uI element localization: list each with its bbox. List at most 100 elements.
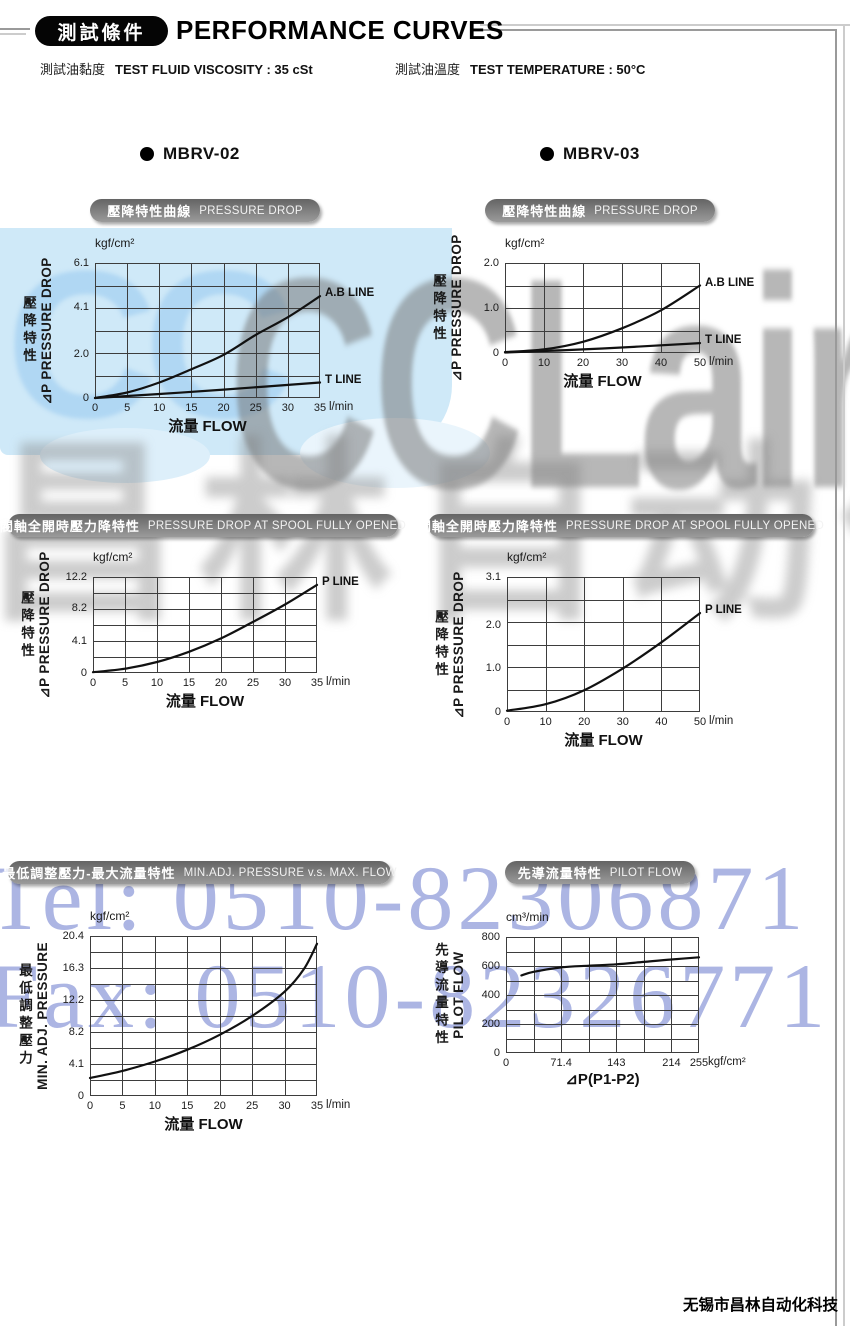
frame-line-right: [835, 29, 837, 1326]
footer-company-name: 无锡市昌林自动化科技: [683, 1297, 839, 1314]
condition-value: TEST FLUID VISCOSITY : 35 cSt: [115, 62, 313, 77]
y-tick-label: 600: [481, 960, 500, 972]
section-pill-pressure-drop-02: 壓降特性曲線 PRESSURE DROP: [90, 199, 320, 222]
y-axis-title-en: ⊿P PRESSURE DROP: [451, 570, 466, 719]
y-tick-label: 400: [481, 989, 500, 1001]
x-axis-title: 流量 FLOW: [164, 1116, 243, 1133]
series-curve: [503, 284, 702, 354]
y-axis-title: 壓降特性 ⊿P PRESSURE DROP: [18, 257, 55, 404]
condition-value: TEST TEMPERATURE : 50°C: [470, 62, 646, 77]
x-tick-label: 10: [150, 677, 164, 689]
y-tick-label: 2.0: [485, 618, 501, 631]
chart-plot: [91, 577, 319, 674]
section-pill-spool-open-02: 閥軸全開時壓力降特性 PRESSURE DROP AT SPOOL FULLY …: [0, 514, 406, 537]
x-axis-unit: l/min: [326, 1099, 351, 1111]
y-axis-title-zh: 先導流量特性: [433, 942, 448, 1048]
condition-label-zh: 測試油溫度: [395, 62, 461, 77]
x-tick-label: 30: [616, 716, 629, 728]
x-axis-unit: l/min: [709, 356, 734, 368]
x-axis-title: 流量 FLOW: [564, 732, 643, 749]
y-axis-unit: kgf/cm²: [507, 550, 547, 564]
test-conditions-tag: 測試條件: [35, 16, 168, 46]
x-tick-label: 30: [615, 357, 629, 369]
grid-lines: [95, 263, 320, 398]
y-axis-unit: kgf/cm²: [505, 236, 545, 250]
y-axis-title-zh: 壓降特性: [433, 609, 448, 680]
y-axis-title: 最低調整壓力 MIN. ADJ. PRESSURE: [14, 942, 50, 1090]
y-axis-unit: kgf/cm²: [90, 909, 130, 923]
chart-pilot-flow: cm³/min 先導流量特性 PILOT FLOW kgf/cm² ⊿P(P1-…: [433, 910, 746, 1088]
y-axis-title-zh: 壓降特性: [21, 295, 36, 366]
x-tick-label: 0: [502, 1057, 510, 1069]
x-tick-label: 25: [249, 402, 262, 414]
pill-title-en: PRESSURE DROP: [594, 204, 698, 217]
series-label: T LINE: [705, 334, 742, 347]
x-tick-label: 143: [607, 1057, 626, 1069]
y-tick-label: 0: [492, 347, 499, 359]
x-tick-label: 0: [503, 716, 511, 728]
y-tick-label: 3.1: [485, 571, 501, 583]
series-curve: [505, 612, 702, 712]
x-tick-label: 30: [281, 402, 294, 414]
y-tick-label: 200: [481, 1018, 500, 1030]
x-tick-label: 25: [246, 1100, 259, 1112]
y-tick-label: 12.2: [62, 994, 84, 1007]
bullet-icon: [140, 147, 154, 161]
pill-title-zh: 閥軸全開時壓力降特性: [0, 519, 140, 534]
x-axis-unit: kgf/cm²: [708, 1056, 746, 1068]
x-tick-label: 15: [185, 402, 198, 414]
y-tick-label: 4.1: [71, 634, 87, 647]
chart-plot: [503, 263, 702, 354]
series-label: A.B LINE: [705, 276, 755, 289]
pill-title-zh: 閥軸全開時壓力降特性: [417, 519, 558, 534]
x-tick-label: 15: [181, 1100, 194, 1112]
series-label: P LINE: [322, 575, 359, 588]
pill-title-en: MIN.ADJ. PRESSURE v.s. MAX. FLOW: [183, 866, 397, 879]
grid-lines: [90, 936, 317, 1096]
x-tick-label: 10: [153, 402, 166, 414]
model-label: MBRV-03: [563, 144, 640, 163]
x-tick-label: 0: [86, 1100, 94, 1112]
series-curve: [503, 342, 702, 354]
test-fluid-viscosity: 測試油黏度 TEST FLUID VISCOSITY : 35 cSt: [40, 59, 313, 78]
watermark-cloud-shape: [40, 428, 210, 483]
watermark-cloud-shape: [300, 418, 490, 488]
y-axis-unit: kgf/cm²: [93, 550, 133, 564]
pill-title-en: PRESSURE DROP AT SPOOL FULLY OPENED: [565, 519, 825, 532]
pill-title-zh: 壓降特性曲線: [107, 204, 192, 219]
frame-line-right-outer: [843, 24, 845, 1326]
section-pill-min-adj-pressure: 最低調整壓力-最大流量特性 MIN.ADJ. PRESSURE v.s. MAX…: [2, 861, 396, 884]
x-tick-label: 0: [501, 357, 509, 369]
x-tick-label: 71.4: [550, 1057, 572, 1069]
x-tick-label: 20: [213, 1100, 226, 1112]
y-tick-label: 6.1: [73, 257, 89, 269]
chart-mbrv03-pressure-drop: kgf/cm² 壓降特性 ⊿P PRESSURE DROP l/min 流量 F…: [431, 234, 754, 390]
frame-line-top: [472, 29, 837, 31]
y-tick-label: 0: [80, 667, 87, 679]
series-label: P LINE: [705, 604, 742, 617]
y-tick-label: 2.0: [73, 347, 89, 360]
x-tick-label: 20: [578, 716, 591, 728]
y-tick-label: 4.1: [73, 301, 89, 314]
chart-mbrv02-pressure-drop: kgf/cm² 壓降特性 ⊿P PRESSURE DROP l/min 流量 F…: [21, 236, 374, 435]
x-tick-label: 0: [89, 677, 97, 689]
y-axis-title: 壓降特性 ⊿P PRESSURE DROP: [16, 551, 53, 698]
frame-line-top-outer: [480, 24, 850, 26]
chart-mbrv02-spool-open: kgf/cm² 壓降特性 ⊿P PRESSURE DROP l/min 流量 F…: [19, 550, 359, 710]
x-axis-title: ⊿P(P1-P2): [565, 1071, 640, 1088]
pill-title-zh: 先導流量特性: [517, 866, 602, 881]
chart-plot: [506, 937, 701, 1053]
section-pill-pressure-drop-03: 壓降特性曲線 PRESSURE DROP: [485, 199, 715, 222]
series-curve: [88, 942, 319, 1080]
y-tick-label: 0: [494, 706, 501, 718]
x-tick-label: 5: [124, 402, 131, 414]
x-tick-label: 35: [313, 402, 327, 414]
grid-lines: [507, 577, 700, 712]
x-tick-label: 10: [148, 1100, 161, 1112]
frame-line-left-outer: [0, 33, 26, 35]
y-tick-label: 8.2: [68, 1025, 84, 1038]
x-tick-label: 20: [217, 402, 230, 414]
x-tick-label: 40: [655, 716, 668, 728]
x-tick-label: 0: [91, 402, 99, 414]
bullet-icon: [540, 147, 554, 161]
